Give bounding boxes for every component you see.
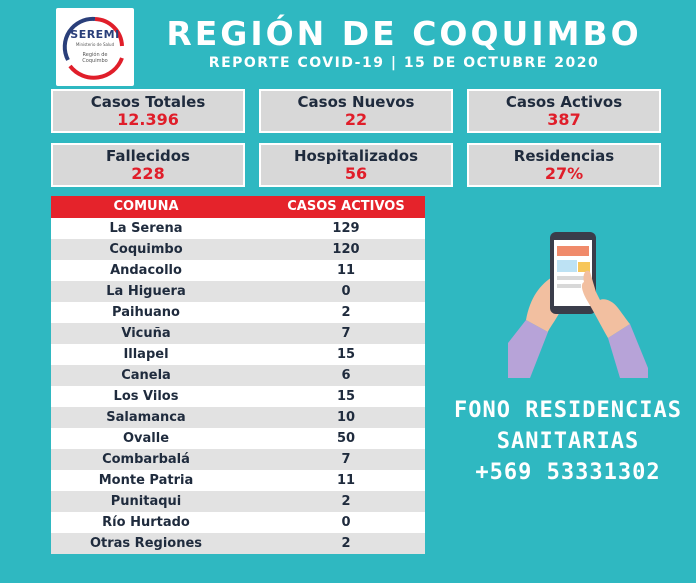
contact-line2: SANITARIAS (496, 429, 640, 454)
stat-label: Casos Nuevos (297, 93, 415, 111)
table-row: Río Hurtado 0 (51, 512, 425, 533)
cell-comuna: Salamanca (106, 410, 186, 425)
stat-label: Casos Totales (90, 93, 206, 111)
table-row: Otras Regiones 2 (51, 533, 425, 554)
cell-casos: 7 (341, 326, 351, 341)
stat-value: 12.396 (117, 110, 179, 129)
table-row: Punitaqui 2 (51, 491, 425, 512)
hand-holding-phone-icon (508, 232, 648, 378)
table-row: Paihuano 2 (51, 302, 425, 323)
cell-casos: 50 (336, 431, 356, 446)
cell-casos: 10 (336, 410, 356, 425)
cell-casos: 0 (341, 284, 351, 299)
stat-value: 387 (547, 110, 581, 129)
cell-comuna: Los Vilos (113, 389, 179, 404)
stat-casos-activos: Casos Activos 387 (467, 89, 661, 133)
table-row: Andacollo 11 (51, 260, 425, 281)
stat-fallecidos: Fallecidos 228 (51, 143, 245, 187)
cell-comuna: Punitaqui (110, 494, 182, 509)
cell-casos: 6 (341, 368, 351, 383)
table-row: Illapel 15 (51, 344, 425, 365)
contact-line1: FONO RESIDENCIAS (454, 398, 682, 423)
stat-label: Casos Activos (505, 93, 623, 111)
stat-label: Residencias (513, 147, 615, 165)
cell-casos: 129 (332, 221, 360, 236)
cell-comuna: Illapel (123, 347, 169, 362)
header-comuna: COMUNA (113, 199, 179, 214)
logo-ministry: Ministerio de Salud (75, 42, 115, 47)
cell-casos: 15 (336, 389, 356, 404)
seremi-logo: SEREMI Ministerio de Salud Región de Coq… (56, 8, 134, 86)
table-row: Monte Patria 11 (51, 470, 425, 491)
cell-casos: 0 (341, 515, 351, 530)
cell-casos: 7 (341, 452, 351, 467)
seremi-logo-icon (62, 16, 124, 80)
table-row: La Serena 129 (51, 218, 425, 239)
table-row: Coquimbo 120 (51, 239, 425, 260)
cell-casos: 2 (341, 536, 351, 551)
cell-comuna: Andacollo (110, 263, 182, 278)
cell-comuna: Paihuano (112, 305, 180, 320)
cell-comuna: La Serena (109, 221, 183, 236)
stat-casos-totales: Casos Totales 12.396 (51, 89, 245, 133)
stat-value: 228 (131, 164, 165, 183)
table-row: Vicuña 7 (51, 323, 425, 344)
table-row: La Higuera 0 (51, 281, 425, 302)
stat-label: Fallecidos (106, 147, 190, 165)
logo-region-line2: Coquimbo (82, 58, 108, 64)
stat-value: 22 (344, 110, 368, 129)
contact-block: FONO RESIDENCIAS SANITARIAS +569 5333130… (440, 395, 696, 488)
header-casos-activos: CASOS ACTIVOS (287, 199, 405, 214)
stat-value: 56 (344, 164, 368, 183)
table-row: Combarbalá 7 (51, 449, 425, 470)
contact-phone: +569 53331302 (475, 460, 661, 485)
stat-residencias: Residencias 27% (467, 143, 661, 187)
table-row: Salamanca 10 (51, 407, 425, 428)
stat-label: Hospitalizados (293, 147, 419, 165)
cell-casos: 120 (332, 242, 360, 257)
cell-casos: 2 (341, 305, 351, 320)
cell-comuna: Vicuña (121, 326, 171, 341)
table-header: COMUNA CASOS ACTIVOS (51, 196, 425, 218)
cell-comuna: Ovalle (122, 431, 170, 446)
logo-brand: SEREMI (70, 28, 120, 41)
cell-comuna: Combarbalá (102, 452, 190, 467)
cell-comuna: Río Hurtado (102, 515, 190, 530)
comunas-table: COMUNA CASOS ACTIVOS La Serena 129 Coquim… (51, 196, 425, 554)
logo-region-line1: Región de (82, 52, 108, 58)
cell-comuna: Canela (121, 368, 171, 383)
stat-casos-nuevos: Casos Nuevos 22 (259, 89, 453, 133)
cell-comuna: Coquimbo (109, 242, 183, 257)
cell-comuna: Monte Patria (98, 473, 194, 488)
table-row: Ovalle 50 (51, 428, 425, 449)
table-row: Canela 6 (51, 365, 425, 386)
page-subtitle: REPORTE COVID-19 | 15 DE OCTUBRE 2020 (208, 55, 600, 71)
page-title: REGIÓN DE COQUIMBO (166, 14, 642, 53)
cell-casos: 11 (336, 263, 356, 278)
cell-casos: 15 (336, 347, 356, 362)
table-row: Los Vilos 15 (51, 386, 425, 407)
cell-casos: 11 (336, 473, 356, 488)
cell-comuna: Otras Regiones (89, 536, 203, 551)
stat-hospitalizados: Hospitalizados 56 (259, 143, 453, 187)
logo-region: Región de Coquimbo (56, 52, 134, 64)
cell-casos: 2 (341, 494, 351, 509)
stat-value: 27% (544, 164, 584, 183)
cell-comuna: La Higuera (106, 284, 186, 299)
